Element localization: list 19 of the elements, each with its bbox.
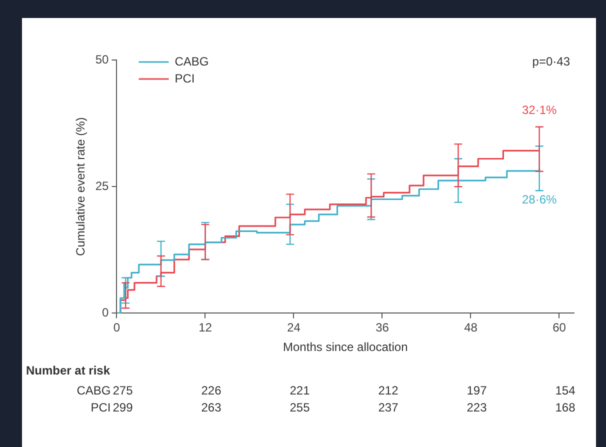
annotation: p=0·43	[532, 54, 570, 68]
annotation: 28·6%	[522, 192, 558, 207]
x-tick-label: 0	[113, 320, 120, 335]
text: Number at risk	[26, 364, 110, 378]
annotation: 32·1%	[522, 102, 558, 117]
x-tick-label: 60	[552, 320, 566, 335]
x-tick-label: 24	[287, 320, 301, 335]
y-tick-label: 25	[95, 178, 110, 193]
legend-label: CABG	[174, 54, 209, 68]
x-tick-label: 48	[464, 320, 478, 335]
legend-label: PCI	[174, 71, 195, 86]
text: CABG 275 226 221 212 197 154	[76, 384, 576, 398]
x-tick-label: 36	[376, 320, 390, 335]
y-axis-title: Cumulative event rate (%)	[74, 117, 88, 256]
y-tick-label: 50	[95, 52, 110, 66]
y-tick-label: 0	[102, 306, 110, 320]
text: PCI 299 263 255 237 223 168	[90, 400, 576, 415]
x-tick-label: 12	[198, 320, 212, 335]
x-axis-title: Months since allocation	[283, 340, 408, 354]
